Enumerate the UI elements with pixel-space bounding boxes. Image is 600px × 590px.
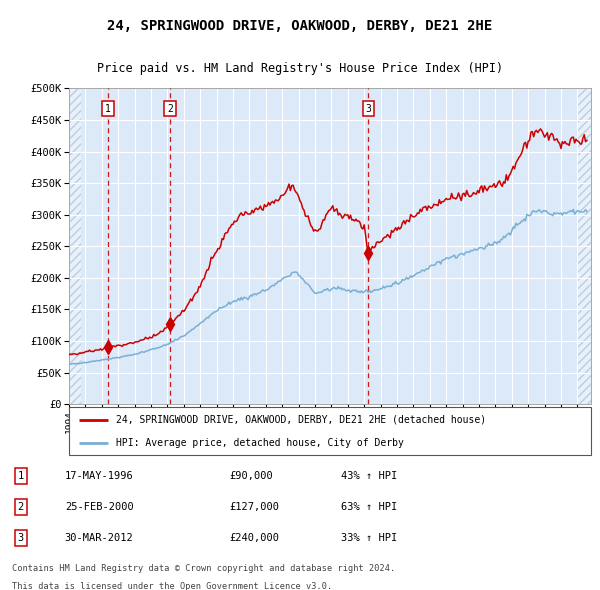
Text: This data is licensed under the Open Government Licence v3.0.: This data is licensed under the Open Gov… xyxy=(12,582,332,590)
Text: 17-MAY-1996: 17-MAY-1996 xyxy=(65,471,134,481)
FancyBboxPatch shape xyxy=(69,407,591,455)
Text: 1: 1 xyxy=(17,471,24,481)
Text: £240,000: £240,000 xyxy=(229,533,280,543)
Text: 1: 1 xyxy=(105,104,111,114)
Text: 33% ↑ HPI: 33% ↑ HPI xyxy=(341,533,397,543)
Text: 24, SPRINGWOOD DRIVE, OAKWOOD, DERBY, DE21 2HE: 24, SPRINGWOOD DRIVE, OAKWOOD, DERBY, DE… xyxy=(107,19,493,33)
Text: £90,000: £90,000 xyxy=(229,471,273,481)
Text: 43% ↑ HPI: 43% ↑ HPI xyxy=(341,471,397,481)
Text: Price paid vs. HM Land Registry's House Price Index (HPI): Price paid vs. HM Land Registry's House … xyxy=(97,61,503,74)
Text: 25-FEB-2000: 25-FEB-2000 xyxy=(65,502,134,512)
Text: £127,000: £127,000 xyxy=(229,502,280,512)
Text: 24, SPRINGWOOD DRIVE, OAKWOOD, DERBY, DE21 2HE (detached house): 24, SPRINGWOOD DRIVE, OAKWOOD, DERBY, DE… xyxy=(116,415,486,425)
Text: 2: 2 xyxy=(167,104,173,114)
Text: 2: 2 xyxy=(17,502,24,512)
Text: HPI: Average price, detached house, City of Derby: HPI: Average price, detached house, City… xyxy=(116,438,404,448)
Text: 63% ↑ HPI: 63% ↑ HPI xyxy=(341,502,397,512)
Text: Contains HM Land Registry data © Crown copyright and database right 2024.: Contains HM Land Registry data © Crown c… xyxy=(12,564,395,573)
Text: 3: 3 xyxy=(17,533,24,543)
Text: 30-MAR-2012: 30-MAR-2012 xyxy=(65,533,134,543)
Text: 3: 3 xyxy=(365,104,371,114)
